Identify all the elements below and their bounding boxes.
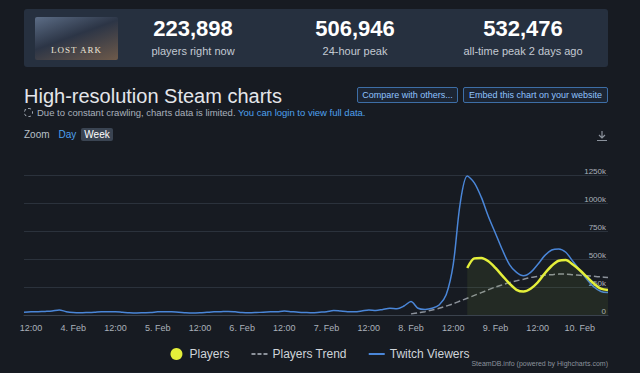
html-text:SteamDB.info (powered by Highc: SteamDB.info (powered by Highcharts.com) <box>471 360 608 367</box>
svg-text:12:00: 12:00 <box>104 323 127 333</box>
html-text:High-resolution Steam charts: High-resolution Steam charts <box>24 85 282 107</box>
svg-text:12:00: 12:00 <box>273 323 296 333</box>
html-text:223,898: 223,898 <box>153 16 233 41</box>
html-text:Zoom: Zoom <box>24 129 50 140</box>
svg-text:12:00: 12:00 <box>189 323 212 333</box>
html-text:players right now: players right now <box>151 45 235 57</box>
svg-text:1000k: 1000k <box>584 195 607 204</box>
html-text:Day: Day <box>58 129 77 140</box>
svg-text:8. Feb: 8. Feb <box>398 323 424 333</box>
html-text:Due to constant crawling, char: Due to constant crawling, charts data is… <box>37 107 366 118</box>
svg-text:12:00: 12:00 <box>526 323 549 333</box>
svg-text:6. Feb: 6. Feb <box>229 323 255 333</box>
svg-text:500k: 500k <box>589 251 607 260</box>
html-text:506,946: 506,946 <box>315 16 395 41</box>
svg-text:12:00: 12:00 <box>442 323 465 333</box>
svg-text:9. Feb: 9. Feb <box>483 323 509 333</box>
svg-text:750k: 750k <box>589 223 607 232</box>
svg-text:10. Feb: 10. Feb <box>565 323 596 333</box>
html-text:all-time peak 2 days ago: all-time peak 2 days ago <box>463 45 583 57</box>
html-text:532,476: 532,476 <box>483 16 563 41</box>
html-text:Compare with others...: Compare with others... <box>362 90 453 100</box>
html-text:Week: Week <box>84 129 110 140</box>
svg-text:Players: Players <box>189 347 229 361</box>
svg-text:12:00: 12:00 <box>20 323 43 333</box>
html-text:Embed this chart on your websi: Embed this chart on your website <box>469 90 602 100</box>
svg-text:Twitch Viewers: Twitch Viewers <box>390 347 470 361</box>
svg-text:5. Feb: 5. Feb <box>145 323 171 333</box>
svg-text:4. Feb: 4. Feb <box>60 323 86 333</box>
html-text:LOST ARK: LOST ARK <box>51 45 102 55</box>
svg-text:Players Trend: Players Trend <box>272 347 346 361</box>
svg-text:7. Feb: 7. Feb <box>314 323 340 333</box>
svg-text:12:00: 12:00 <box>358 323 381 333</box>
svg-text:1250k: 1250k <box>584 167 607 176</box>
html-text:24-hour peak: 24-hour peak <box>322 45 388 57</box>
